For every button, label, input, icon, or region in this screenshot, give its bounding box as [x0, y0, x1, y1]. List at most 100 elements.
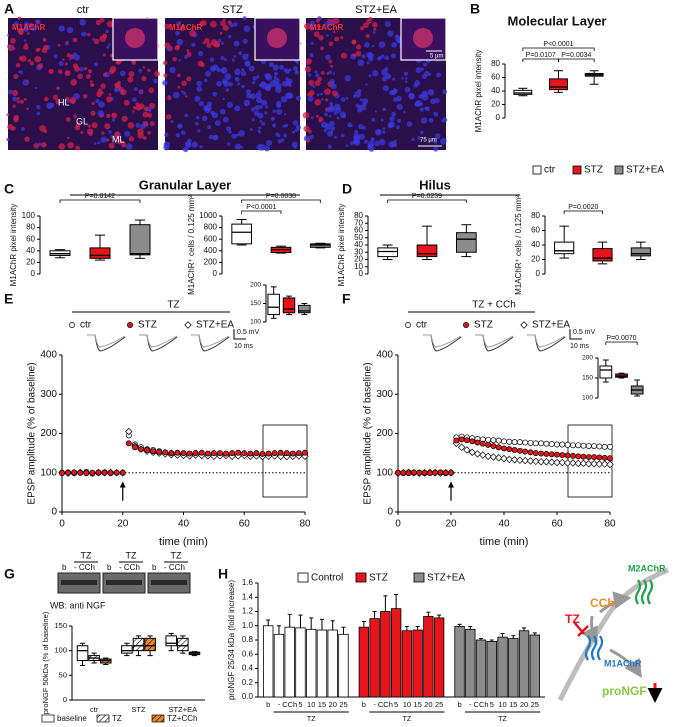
x-tick-label: -	[373, 700, 376, 709]
data-point	[579, 459, 588, 468]
data-point	[101, 469, 108, 476]
panel-label: D	[342, 181, 352, 197]
data-point	[484, 452, 492, 460]
y-tick-label: 80	[491, 59, 500, 68]
cell	[415, 67, 422, 74]
cell	[345, 144, 349, 147]
data-point	[510, 456, 519, 464]
cell	[100, 83, 106, 89]
bar	[273, 633, 285, 698]
x-tick-label: CCh	[282, 700, 297, 709]
cell	[261, 121, 266, 126]
y-tick-label: 200	[582, 355, 593, 362]
cell	[199, 145, 203, 149]
data-point	[174, 449, 181, 456]
cell	[258, 90, 262, 93]
legend-label: STZ+EA	[427, 573, 465, 584]
legend-marker	[69, 322, 75, 328]
cell	[24, 136, 30, 142]
x-tick-label: 5	[394, 700, 398, 709]
data-point	[400, 469, 407, 476]
data-point	[204, 450, 211, 457]
x-tick-label: -	[278, 700, 281, 709]
cell	[226, 101, 233, 108]
cell	[312, 84, 316, 88]
cell	[340, 36, 344, 40]
data-point	[113, 469, 120, 476]
data-point	[607, 443, 613, 450]
x-tick-label: 20	[424, 700, 432, 709]
cell	[179, 25, 185, 32]
cell	[13, 21, 19, 27]
data-point	[138, 446, 144, 453]
data-point	[405, 470, 412, 477]
x-tick-label: 5	[298, 700, 302, 709]
box	[121, 645, 133, 654]
cell	[406, 121, 413, 127]
p-value: P=0.0107	[526, 52, 556, 59]
stain-label: M1AChR	[310, 23, 344, 32]
cell	[392, 77, 396, 81]
cell	[106, 20, 114, 28]
data-point	[532, 440, 539, 447]
cell	[101, 131, 105, 135]
y-tick-label: 0	[359, 269, 364, 278]
cell	[99, 35, 107, 43]
y-tick-label: 0	[213, 269, 218, 278]
cell	[328, 114, 332, 118]
cell	[360, 26, 365, 31]
cell	[131, 60, 137, 65]
cell	[225, 126, 232, 132]
cell	[196, 80, 203, 87]
cell	[48, 68, 54, 75]
cell	[396, 103, 403, 110]
legend-marker	[184, 321, 192, 329]
data-point	[271, 450, 278, 457]
p-value: P<0.0001	[246, 204, 276, 211]
cell	[434, 133, 441, 139]
cell	[272, 109, 276, 113]
cell	[421, 93, 429, 101]
x-tick-label: 40	[178, 519, 190, 530]
y-tick-label: 400	[40, 350, 57, 361]
data-point	[548, 458, 556, 466]
x-tick-label: 10	[498, 700, 506, 709]
cell	[256, 75, 260, 79]
cell	[371, 117, 376, 122]
bar	[508, 638, 519, 698]
cell	[231, 58, 235, 62]
cell	[98, 101, 105, 108]
cell	[124, 130, 131, 137]
data-point	[591, 454, 598, 460]
data-point	[59, 470, 65, 477]
cell	[353, 132, 360, 140]
epsp-trace	[191, 334, 230, 352]
data-point	[495, 454, 503, 462]
cell	[264, 73, 271, 79]
cell	[140, 123, 146, 130]
data-point	[259, 450, 266, 457]
cell	[34, 55, 42, 63]
cell	[221, 78, 228, 84]
cell	[433, 112, 439, 117]
cell	[183, 54, 188, 59]
data-point	[601, 460, 609, 468]
data-point	[543, 440, 550, 447]
cell	[23, 21, 30, 28]
cell	[344, 75, 352, 82]
cell	[135, 102, 140, 107]
cell	[371, 21, 378, 28]
cell	[374, 110, 378, 113]
cell	[225, 88, 230, 92]
y-tick-label: 100	[582, 395, 593, 402]
cell	[351, 39, 356, 44]
y-tick-label: 40	[354, 240, 363, 249]
cell	[68, 58, 72, 61]
y-tick-label: 20	[531, 255, 540, 264]
cell	[368, 74, 372, 78]
cell	[380, 54, 385, 58]
cell	[174, 45, 180, 51]
blot-band	[151, 580, 187, 585]
cell	[310, 41, 314, 45]
cell	[266, 139, 273, 146]
